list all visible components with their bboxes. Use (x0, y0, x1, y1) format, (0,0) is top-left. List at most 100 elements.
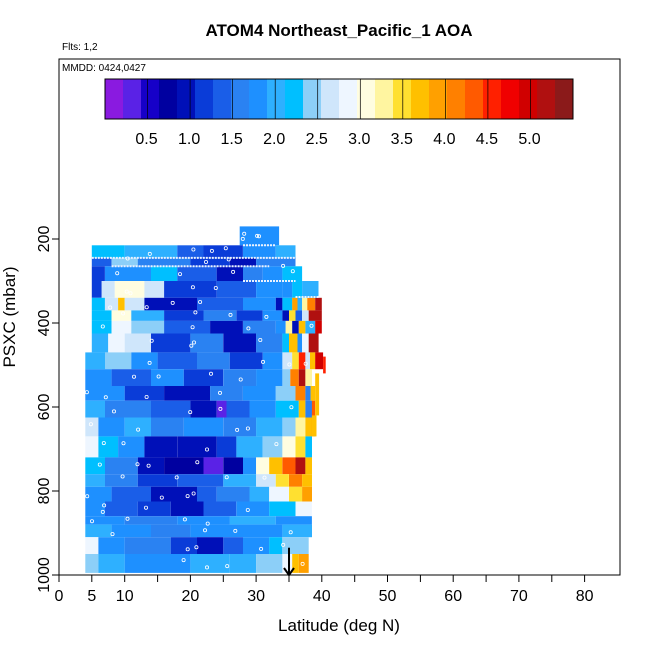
sample-marker (112, 409, 117, 414)
colorbar-swatch (285, 79, 304, 119)
sample-marker (190, 285, 195, 290)
heatmap-cell (203, 245, 243, 258)
sample-marker (125, 516, 130, 521)
heatmap-cell (243, 320, 276, 334)
heatmap-cell (223, 333, 257, 353)
heatmap-cell (262, 436, 283, 458)
sample-marker (213, 285, 218, 290)
sample-marker (191, 491, 196, 496)
sample-marker (223, 246, 228, 251)
heatmap-cell (85, 501, 105, 517)
colorbar-swatch (429, 79, 448, 119)
heatmap-cell (111, 257, 138, 267)
sample-marker (217, 390, 222, 395)
sample-marker (228, 312, 233, 317)
heatmap-cell (249, 400, 276, 418)
sample-marker (258, 337, 263, 342)
colorbar (104, 78, 574, 120)
heatmap-cell (297, 297, 303, 311)
heatmap-cell (285, 320, 293, 334)
heatmap-cell (229, 352, 263, 370)
heatmap-cell (282, 457, 296, 475)
heatmap-cell (282, 352, 293, 370)
colorbar-swatch (411, 79, 430, 119)
sample-marker (121, 311, 126, 316)
colorbar-swatch (393, 79, 412, 119)
colorbar-swatch (249, 79, 268, 119)
colorbar-tick-labels: 0.5 1.0 1.5 2.0 2.5 3.0 3.5 4.0 4.5 5.0 (135, 131, 540, 148)
sample-marker (128, 291, 133, 296)
heatmap-cell (243, 457, 257, 475)
heatmap-cell (275, 474, 289, 487)
heatmap-cell (308, 333, 319, 353)
heatmap-cell (114, 281, 145, 298)
heatmap-cell (105, 266, 151, 281)
sample-marker (208, 371, 213, 376)
heatmap-cell (197, 537, 224, 554)
x-tick-label: 60 (444, 588, 462, 605)
heatmap-cell (105, 352, 132, 370)
heatmap-cell (295, 310, 303, 321)
heatmap-cell (295, 436, 306, 458)
colorbar-tick-label: 2.5 (306, 131, 328, 148)
heatmap-cell (85, 457, 105, 475)
x-tick-label: 30 (247, 588, 265, 605)
heatmap-cell (177, 436, 217, 458)
heatmap-cell (91, 257, 112, 267)
heatmap-cell (85, 524, 112, 538)
sample-marker (144, 305, 149, 310)
sample-marker (185, 547, 190, 552)
heatmap-cell (105, 501, 138, 517)
sample-marker (147, 251, 152, 256)
heatmap-cell (131, 352, 158, 370)
x-tick-label: 50 (379, 588, 397, 605)
heatmap-cell (111, 369, 151, 386)
sample-marker (149, 338, 154, 343)
heatmap-cell (302, 474, 312, 487)
sample-marker (288, 530, 293, 535)
heatmap-cell (239, 226, 280, 246)
heatmap-cell (85, 386, 125, 401)
heatmap-cell (85, 486, 112, 502)
heatmap-cell (297, 333, 303, 353)
sample-marker (100, 324, 105, 329)
heatmap-cell (305, 436, 312, 458)
heatmap-cell (282, 310, 289, 321)
heatmap-cell (292, 281, 303, 298)
heatmap-cell (282, 266, 303, 281)
x-tick-label: 70 (510, 588, 528, 605)
sample-marker (245, 507, 250, 512)
sample-marker (131, 374, 136, 379)
heatmap-cell (151, 400, 191, 418)
colorbar-swatch (339, 79, 358, 119)
sample-marker (262, 475, 267, 480)
heatmap-cell (170, 537, 197, 554)
heatmap-cell (197, 486, 217, 502)
x-tick-label: 10 (116, 588, 134, 605)
heatmap-cell (177, 474, 224, 487)
heatmap-cell (249, 486, 270, 502)
heatmap-cell (137, 501, 171, 517)
sample-marker (209, 248, 214, 253)
heatmap-cell (105, 400, 151, 418)
heatmap-cell (315, 297, 322, 311)
sample-marker (170, 300, 175, 305)
heatmap-cell (315, 320, 322, 334)
heatmap-cell (269, 457, 283, 475)
heatmap-cell (216, 281, 257, 298)
y-tick-label: 1000 (36, 557, 53, 593)
heatmap-cell (302, 310, 309, 321)
x-tick-label: 0 (55, 588, 64, 605)
sample-marker (274, 442, 279, 447)
heatmap-cell (282, 369, 291, 386)
heatmap-cell (91, 333, 109, 353)
sample-marker (144, 394, 149, 399)
heatmap-cell (315, 352, 324, 370)
heatmap-cell (256, 281, 283, 298)
heatmap-cell (243, 266, 263, 281)
heatmap-cell (236, 436, 263, 458)
heatmap-cell (282, 554, 293, 573)
heatmap-cell (302, 333, 309, 353)
heatmap-cell (256, 417, 283, 437)
heatmap-cell (151, 417, 184, 437)
